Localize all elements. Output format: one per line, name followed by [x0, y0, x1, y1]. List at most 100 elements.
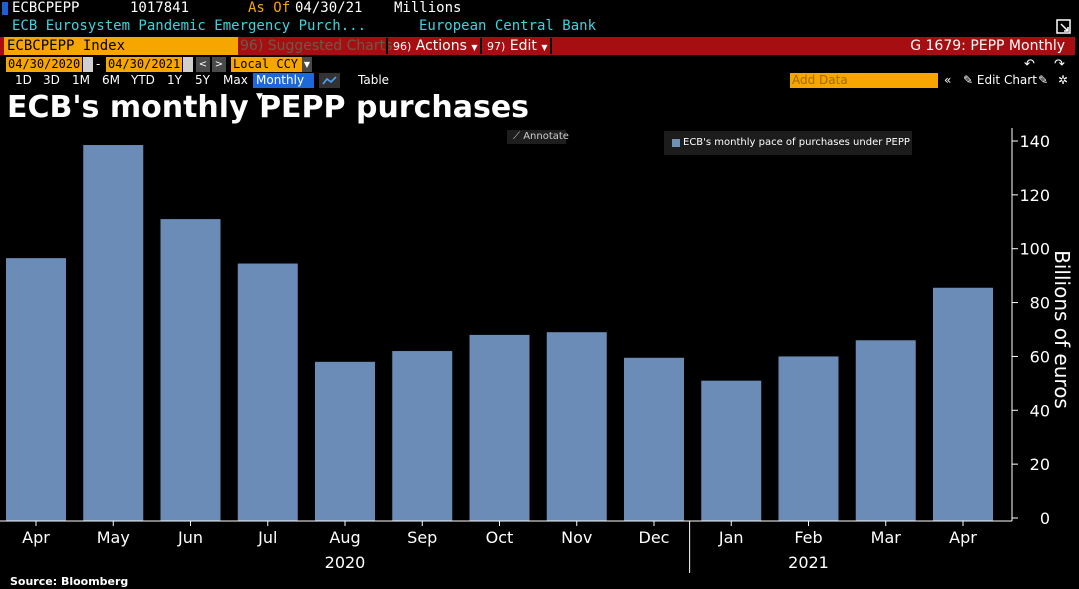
y-tick-label: 0	[1040, 509, 1050, 528]
chart-settings-tools: ✎ ✲	[1038, 73, 1068, 88]
date-range-dash: -	[96, 57, 101, 71]
bar-5	[315, 361, 375, 521]
period-button-1d[interactable]: 1D	[15, 73, 32, 87]
x-tick-label: Mar	[871, 528, 902, 547]
x-tick-label: Jun	[177, 528, 203, 547]
annotate-label: Annotate	[523, 131, 569, 142]
bar-9	[624, 357, 684, 521]
x-tick-label: Dec	[639, 528, 670, 547]
x-tick-label: Jan	[718, 528, 744, 547]
y-axis: 0 20 40 60 80 100 120 140 Billions of euros	[1011, 128, 1074, 528]
y-tick-label: 140	[1019, 132, 1050, 151]
end-calendar-icon[interactable]	[183, 57, 193, 72]
frequency-select[interactable]: Monthly ▼	[253, 73, 314, 102]
period-button-ytd[interactable]: YTD	[131, 73, 155, 87]
undo-icon[interactable]: ↶	[1024, 57, 1035, 72]
edit-chart-label: Edit Chart	[976, 73, 1037, 87]
x-tick-label: Feb	[794, 528, 822, 547]
security-description: ECB Eurosystem Pandemic Emergency Purch.…	[12, 18, 367, 34]
line-chart-type-icon[interactable]	[319, 73, 340, 88]
currency-dropdown-icon[interactable]: ▼	[302, 57, 312, 72]
ticker-code[interactable]: ECBCPEPP	[12, 0, 80, 16]
edit-number: 97)	[487, 40, 506, 53]
y-tick-label: 120	[1019, 186, 1050, 205]
last-value: 1017841	[130, 0, 190, 16]
period-button-5y[interactable]: 5Y	[195, 73, 210, 87]
period-button-max[interactable]: Max	[223, 73, 248, 87]
actions-label: Actions	[415, 38, 467, 54]
bar-4	[237, 263, 298, 521]
collapse-icon[interactable]: «	[944, 73, 952, 87]
x-tick-label: May	[97, 528, 130, 547]
add-data-input[interactable]: Add Data	[790, 73, 938, 88]
bar-8	[546, 332, 607, 521]
y-axis-label: Billions of euros	[1050, 250, 1074, 409]
x-tick-label: Apr	[22, 528, 50, 547]
bar-chart: 0 20 40 60 80 100 120 140 Billions of euros Apr M…	[0, 128, 1074, 573]
frequency-label: Monthly	[256, 73, 305, 87]
x-tick-label: Nov	[561, 528, 592, 547]
bar-6	[392, 351, 453, 521]
source-name: European Central Bank	[419, 18, 597, 34]
bar-7	[469, 334, 530, 521]
actions-menu[interactable]: 96) Actions ▼	[393, 37, 478, 55]
pencil-icon: ✎	[963, 73, 974, 87]
bar-11	[778, 356, 839, 521]
frequency-dropdown-icon: ▼	[256, 92, 263, 102]
x-tick-label: Apr	[949, 528, 977, 547]
ticker-marker	[2, 2, 8, 15]
chart-id-title: G 1679: PEPP Monthly	[910, 38, 1065, 54]
toolbar-divider	[550, 38, 552, 54]
period-button-1y[interactable]: 1Y	[167, 73, 182, 87]
bar-13	[933, 287, 993, 521]
x-tick-label: Sep	[407, 528, 437, 547]
bar-3	[160, 219, 221, 521]
year-label: 2021	[788, 553, 829, 572]
period-button-1m[interactable]: 1M	[72, 73, 90, 87]
redo-icon[interactable]: ↷	[1054, 57, 1065, 72]
x-tick-label: Jul	[257, 528, 277, 547]
year-label: 2020	[325, 553, 366, 572]
security-header-row: ECBCPEPP 1017841 As Of 04/30/21 Millions	[0, 0, 1079, 17]
units-label: Millions	[394, 0, 462, 16]
y-tick-label: 100	[1019, 240, 1050, 259]
toolbar-divider	[386, 38, 388, 54]
table-button[interactable]: Table	[358, 73, 390, 87]
start-calendar-icon[interactable]	[83, 57, 93, 72]
legend-swatch	[672, 139, 680, 147]
bar-series	[6, 145, 993, 521]
bar-1	[6, 258, 66, 521]
command-toolbar: ECBCPEPP Index 96) Suggested Charts 96) …	[0, 37, 1075, 55]
period-button-6m[interactable]: 6M	[102, 73, 120, 87]
edit-pen-icon[interactable]: ✎	[1038, 73, 1049, 87]
actions-dropdown-icon: ▼	[471, 43, 478, 52]
period-button-3d[interactable]: 3D	[43, 73, 60, 87]
chart-legend: ECB's monthly pace of purchases under PE…	[664, 131, 912, 155]
bar-10	[701, 380, 762, 521]
end-date-field[interactable]: 04/30/2021	[106, 57, 182, 72]
legend-label: ECB's monthly pace of purchases under PE…	[683, 137, 910, 148]
edit-chart-button[interactable]: ✎ Edit Chart	[963, 73, 1037, 88]
source-note: Source: Bloomberg	[10, 575, 129, 588]
annotate-button[interactable]: ⟋ Annotate	[507, 130, 569, 144]
suggested-charts-number: 96)	[240, 38, 264, 54]
edit-menu[interactable]: 97) Edit ▼	[487, 37, 547, 55]
currency-select[interactable]: Local CCY	[231, 57, 304, 72]
y-tick-label: 80	[1030, 294, 1050, 313]
security-field[interactable]: ECBCPEPP Index	[4, 37, 238, 55]
start-date-field[interactable]: 04/30/2020	[6, 57, 82, 72]
as-of-label: As Of	[248, 0, 291, 16]
chart-title: ECB's monthly PEPP purchases	[7, 90, 530, 125]
x-tick-label: Aug	[329, 528, 360, 547]
next-period-icon[interactable]: >	[212, 57, 226, 72]
edit-dropdown-icon: ▼	[541, 43, 548, 52]
edit-label: Edit	[509, 38, 537, 54]
gear-icon[interactable]: ✲	[1057, 73, 1068, 87]
y-tick-label: 40	[1030, 401, 1050, 420]
suggested-charts-menu[interactable]: 96) Suggested Charts	[240, 37, 392, 55]
x-tick-label: Oct	[486, 528, 514, 547]
previous-period-icon[interactable]: <	[196, 57, 210, 72]
suggested-charts-label: Suggested Charts	[267, 38, 393, 54]
bar-2	[83, 145, 144, 521]
popout-icon[interactable]	[1056, 19, 1071, 34]
